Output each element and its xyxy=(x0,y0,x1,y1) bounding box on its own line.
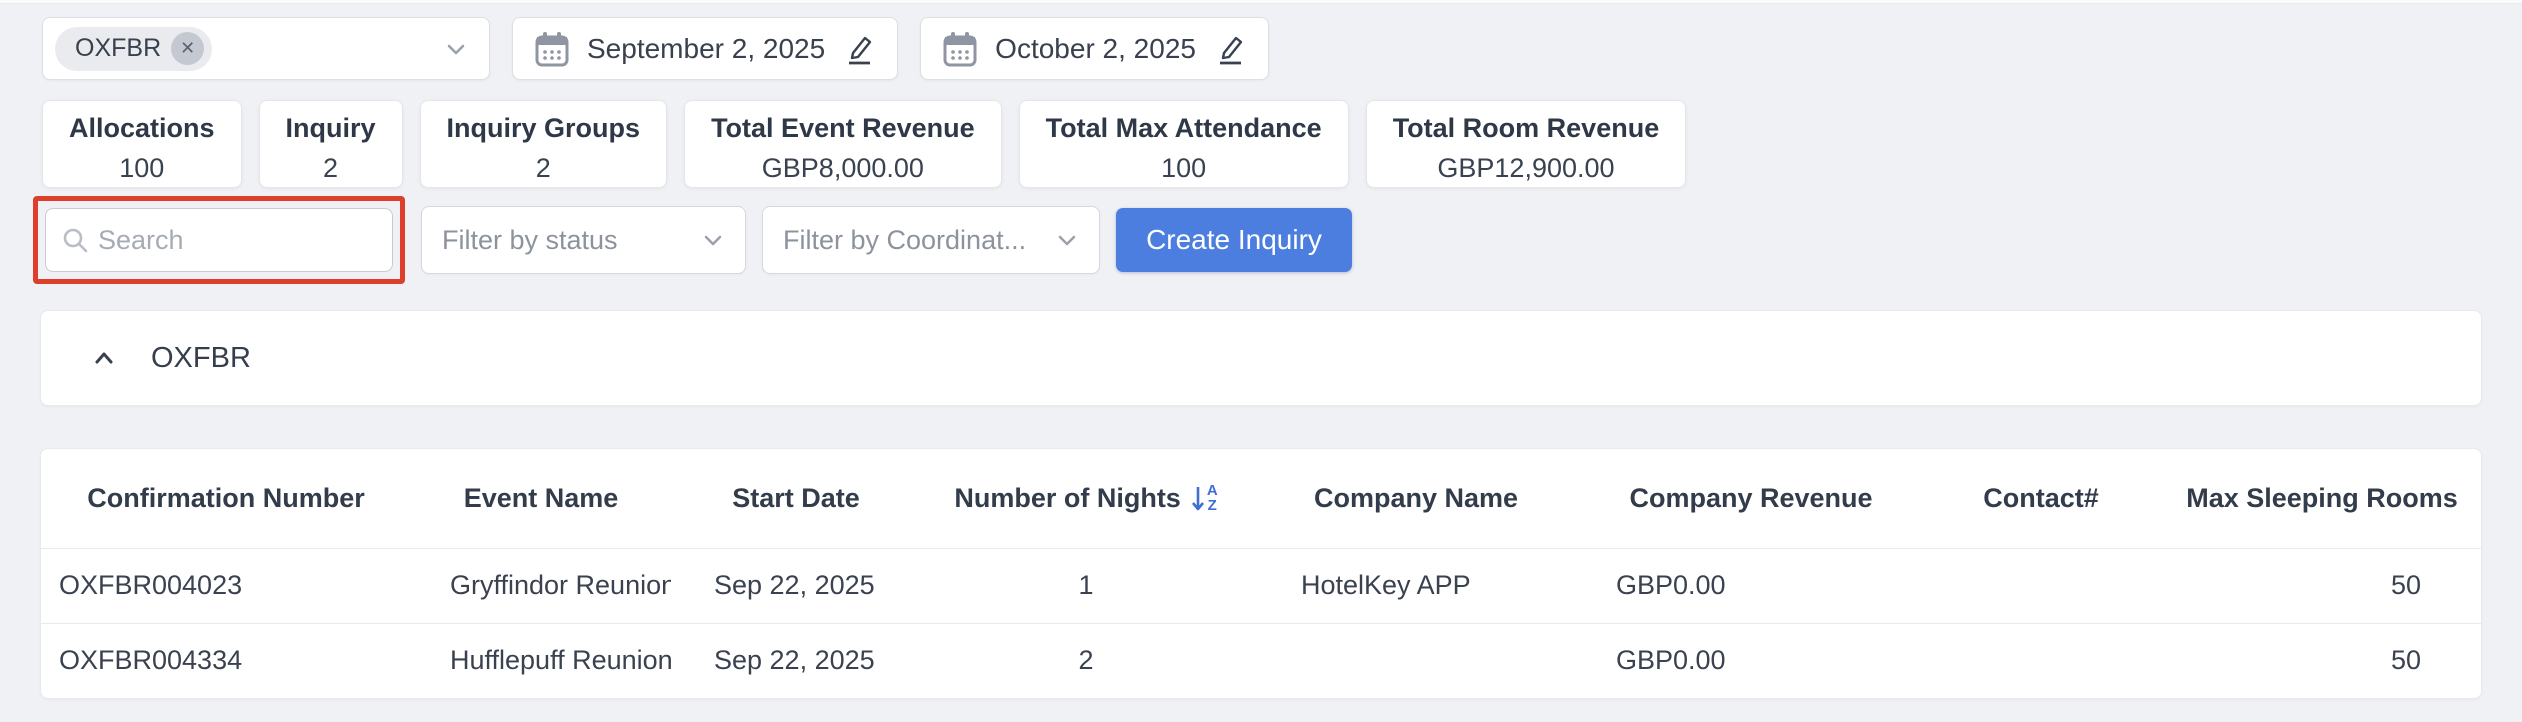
status-filter-select[interactable]: Filter by status xyxy=(421,206,746,274)
stat-label: Inquiry Groups xyxy=(446,113,641,143)
column-header-event-name[interactable]: Event Name xyxy=(463,482,619,513)
table-row[interactable]: OXFBR004023 Gryffindor Reunion Sep 22, 2… xyxy=(41,548,2481,623)
coordinator-filter-select[interactable]: Filter by Coordinat... xyxy=(762,206,1100,274)
stat-card-inquiry: Inquiry 2 xyxy=(258,100,403,188)
cell-confirmation-number: OXFBR004334 xyxy=(59,645,243,676)
sort-az-icon[interactable]: A Z xyxy=(1191,481,1218,515)
start-date-field[interactable]: September 2, 2025 xyxy=(512,17,899,80)
chevron-down-icon[interactable] xyxy=(441,34,471,64)
column-header-confirmation-number[interactable]: Confirmation Number xyxy=(87,482,365,513)
column-header-company-name[interactable]: Company Name xyxy=(1313,482,1519,513)
chip-label: OXFBR xyxy=(75,34,162,62)
selected-property-chip: OXFBR ✕ xyxy=(55,26,213,71)
table-header-row: Confirmation Number Event Name Start Dat… xyxy=(41,449,2481,548)
property-multiselect[interactable]: OXFBR ✕ xyxy=(42,17,490,80)
calendar-icon xyxy=(943,31,977,67)
cell-confirmation-number: OXFBR004023 xyxy=(59,570,243,600)
inquiries-table-card: Confirmation Number Event Name Start Dat… xyxy=(40,448,2482,699)
table-row[interactable]: OXFBR004334 Hufflepuff Reunion Sep 22, 2… xyxy=(41,623,2481,698)
stat-card-inquiry-groups: Inquiry Groups 2 xyxy=(419,100,668,188)
search-input[interactable] xyxy=(98,224,378,256)
cell-contact xyxy=(1921,623,2161,698)
stat-card-allocations: Allocations 100 xyxy=(42,100,242,188)
status-filter-placeholder: Filter by status xyxy=(442,224,618,255)
cell-event-name: Gryffindor Reunion xyxy=(450,570,671,600)
column-header-start-date[interactable]: Start Date xyxy=(732,482,860,513)
stat-value: 100 xyxy=(119,153,165,183)
chip-remove-icon[interactable]: ✕ xyxy=(171,32,205,65)
calendar-icon xyxy=(535,31,569,67)
cell-number-of-nights: 2 xyxy=(1078,645,1094,676)
section-title: OXFBR xyxy=(151,341,251,374)
inquiries-table: Confirmation Number Event Name Start Dat… xyxy=(41,449,2481,698)
cell-company-name: HotelKey APP xyxy=(1301,570,1471,600)
sort-letter-z: Z xyxy=(1207,497,1217,515)
stat-card-total-event-revenue: Total Event Revenue GBP8,000.00 xyxy=(684,100,1002,188)
cell-max-sleeping-rooms: 50 xyxy=(2390,570,2421,600)
cell-company-revenue: GBP0.00 xyxy=(1616,645,1726,676)
column-header-max-sleeping-rooms[interactable]: Max Sleeping Rooms xyxy=(2186,482,2458,513)
stats-row: Allocations 100 Inquiry 2 Inquiry Groups… xyxy=(42,100,2522,188)
top-filters-row: OXFBR ✕ September 2, 2025 xyxy=(42,17,2522,80)
edit-start-date-icon[interactable] xyxy=(843,32,875,66)
stat-label: Total Max Attendance xyxy=(1045,113,1322,143)
search-highlight-box xyxy=(33,196,405,284)
start-date-value: September 2, 2025 xyxy=(587,32,826,64)
stat-label: Allocations xyxy=(69,113,215,143)
stat-card-total-max-attendance: Total Max Attendance 100 xyxy=(1018,100,1349,188)
top-edge-strip xyxy=(0,0,2522,4)
end-date-field[interactable]: October 2, 2025 xyxy=(920,17,1269,80)
coordinator-filter-placeholder: Filter by Coordinat... xyxy=(783,224,1027,255)
stat-value: 2 xyxy=(535,153,551,183)
chevron-up-icon[interactable] xyxy=(89,343,119,373)
cell-company-name xyxy=(1251,623,1581,698)
stat-value: GBP12,900.00 xyxy=(1437,153,1615,183)
cell-max-sleeping-rooms: 50 xyxy=(2390,645,2421,676)
stat-label: Inquiry xyxy=(285,113,376,143)
cell-contact xyxy=(1921,548,2161,623)
cell-number-of-nights: 1 xyxy=(1078,570,1094,600)
toolbar-row: Filter by status Filter by Coordinat... … xyxy=(33,196,2522,284)
end-date-value: October 2, 2025 xyxy=(995,32,1196,64)
chevron-down-icon xyxy=(1053,226,1081,254)
column-header-contact[interactable]: Contact# xyxy=(1983,482,2099,513)
chevron-down-icon xyxy=(699,226,727,254)
column-header-label: Number of Nights xyxy=(954,482,1181,513)
column-header-number-of-nights[interactable]: Number of Nights A Z xyxy=(921,449,1251,548)
search-icon xyxy=(60,225,90,255)
create-inquiry-button[interactable]: Create Inquiry xyxy=(1116,208,1352,272)
cell-event-name: Hufflepuff Reunion xyxy=(450,645,671,676)
property-section-header[interactable]: OXFBR xyxy=(40,310,2482,406)
stat-value: GBP8,000.00 xyxy=(761,153,924,183)
search-box[interactable] xyxy=(45,208,393,272)
column-header-company-revenue[interactable]: Company Revenue xyxy=(1629,482,1873,513)
sort-letter-a: A xyxy=(1206,482,1218,500)
stat-label: Total Event Revenue xyxy=(711,113,975,143)
stat-value: 100 xyxy=(1161,153,1207,183)
cell-company-revenue: GBP0.00 xyxy=(1616,570,1726,600)
stat-label: Total Room Revenue xyxy=(1392,113,1660,143)
cell-start-date: Sep 22, 2025 xyxy=(714,645,875,676)
stat-card-total-room-revenue: Total Room Revenue GBP12,900.00 xyxy=(1365,100,1687,188)
edit-end-date-icon[interactable] xyxy=(1214,32,1246,66)
stat-value: 2 xyxy=(323,153,339,183)
cell-start-date: Sep 22, 2025 xyxy=(714,570,875,600)
